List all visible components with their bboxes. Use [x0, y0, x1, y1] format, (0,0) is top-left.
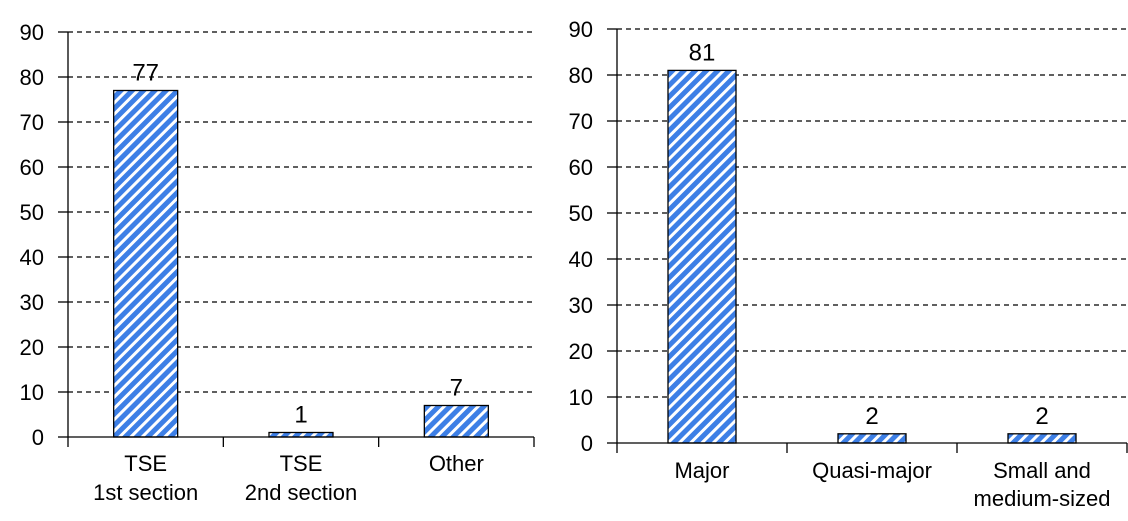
left-bar-2 — [268, 431, 334, 438]
left-category-label-3: Other — [429, 451, 484, 476]
left-category-label-1: TSE 1st section — [93, 451, 198, 505]
right-data-label-1: 81 — [689, 39, 716, 66]
left-data-label-2: 1 — [294, 402, 307, 429]
right-category-label-line: Major — [674, 458, 729, 483]
left-y-tick-label-30: 30 — [20, 290, 44, 315]
right-y-tick-label-50: 50 — [569, 201, 593, 226]
right-y-tick-label-40: 40 — [569, 247, 593, 272]
left-y-tick-label-50: 50 — [20, 200, 44, 225]
left-y-tick-label-80: 80 — [20, 65, 44, 90]
left-bar-3 — [423, 404, 489, 438]
left-data-label-3: 7 — [450, 375, 463, 402]
right-data-label-2: 2 — [865, 403, 878, 430]
left-y-tick-label-90: 90 — [20, 20, 44, 45]
left-data-label-1: 77 — [132, 60, 159, 87]
right-category-label-line: medium-sized — [974, 486, 1111, 511]
left-bar-1 — [113, 89, 179, 438]
right-y-tick-label-60: 60 — [569, 155, 593, 180]
right-y-tick-label-0: 0 — [581, 431, 593, 456]
right-bar-1 — [667, 69, 737, 444]
right-y-tick-label-20: 20 — [569, 339, 593, 364]
right-y-tick-label-70: 70 — [569, 109, 593, 134]
right-y-tick-label-80: 80 — [569, 63, 593, 88]
right-y-tick-label-90: 90 — [569, 17, 593, 42]
right-category-label-line: Quasi-major — [812, 458, 932, 483]
left-y-tick-label-60: 60 — [20, 155, 44, 180]
right-category-label-2: Quasi-major — [812, 458, 932, 483]
left-y-tick-label-40: 40 — [20, 245, 44, 270]
right-data-label-3: 2 — [1035, 403, 1048, 430]
right-y-tick-label-30: 30 — [569, 293, 593, 318]
left-category-label-line: TSE — [280, 451, 323, 476]
right-y-tick-label-10: 10 — [569, 385, 593, 410]
right-bar-2 — [837, 433, 907, 444]
right-category-label-line: Small and — [993, 458, 1091, 483]
left-y-tick-label-20: 20 — [20, 335, 44, 360]
left-category-label-line: TSE — [124, 451, 167, 476]
left-category-label-line: Other — [429, 451, 484, 476]
left-y-tick-label-70: 70 — [20, 110, 44, 135]
right-category-label-3: Small and medium-sized — [974, 458, 1111, 511]
right-bar-3 — [1007, 433, 1077, 444]
left-y-tick-label-10: 10 — [20, 380, 44, 405]
left-category-label-2: TSE 2nd section — [245, 451, 358, 505]
left-category-label-line: 1st section — [93, 480, 198, 505]
left-category-label-line: 2nd section — [245, 480, 358, 505]
right-category-label-1: Major — [674, 458, 729, 483]
left-y-tick-label-0: 0 — [32, 425, 44, 450]
